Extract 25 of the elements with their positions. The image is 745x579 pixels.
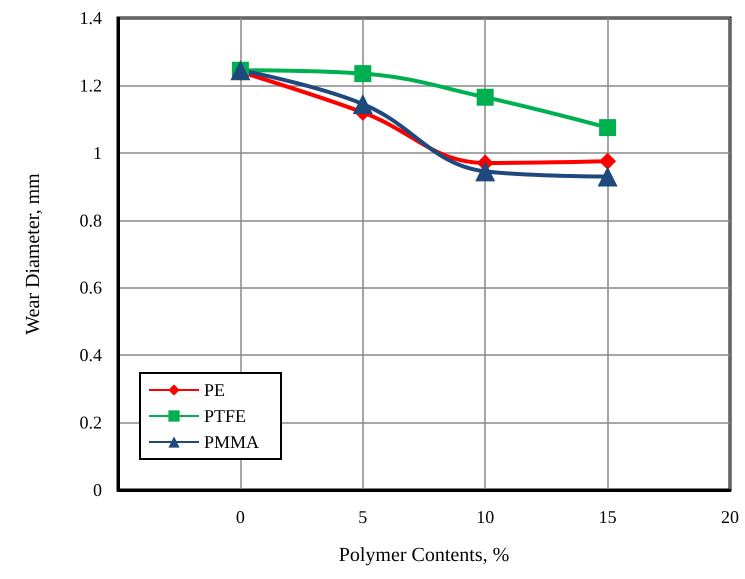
x-tick-label: 20 [721,507,739,527]
y-tick-label: 0.6 [80,278,102,298]
point [475,161,496,182]
legend-label: PE [204,380,226,400]
x-axis-title: Polymer Contents, % [338,544,510,566]
point [476,88,494,106]
y-axis-title: Wear Diameter, mm [22,172,44,335]
y-tick-label: 0.8 [80,210,102,230]
point [354,65,372,82]
point [352,94,373,114]
point [599,152,616,170]
y-tick-label: 1.2 [80,75,102,96]
y-tick-label: 1.4 [80,8,102,28]
point [599,119,616,136]
y-tick-label: 0.2 [80,412,102,433]
y-tick-label: 0 [93,480,102,500]
point [598,166,618,186]
legend-label: PMMA [204,432,260,452]
y-tick-label: 1 [93,142,102,163]
x-tick-label: 15 [598,507,617,527]
x-tick-label: 0 [236,507,245,527]
x-tick-label: 5 [358,507,368,527]
x-tick-label: 10 [476,507,494,527]
y-tick-label: 0.4 [80,345,102,366]
legend-label: PTFE [204,406,246,426]
